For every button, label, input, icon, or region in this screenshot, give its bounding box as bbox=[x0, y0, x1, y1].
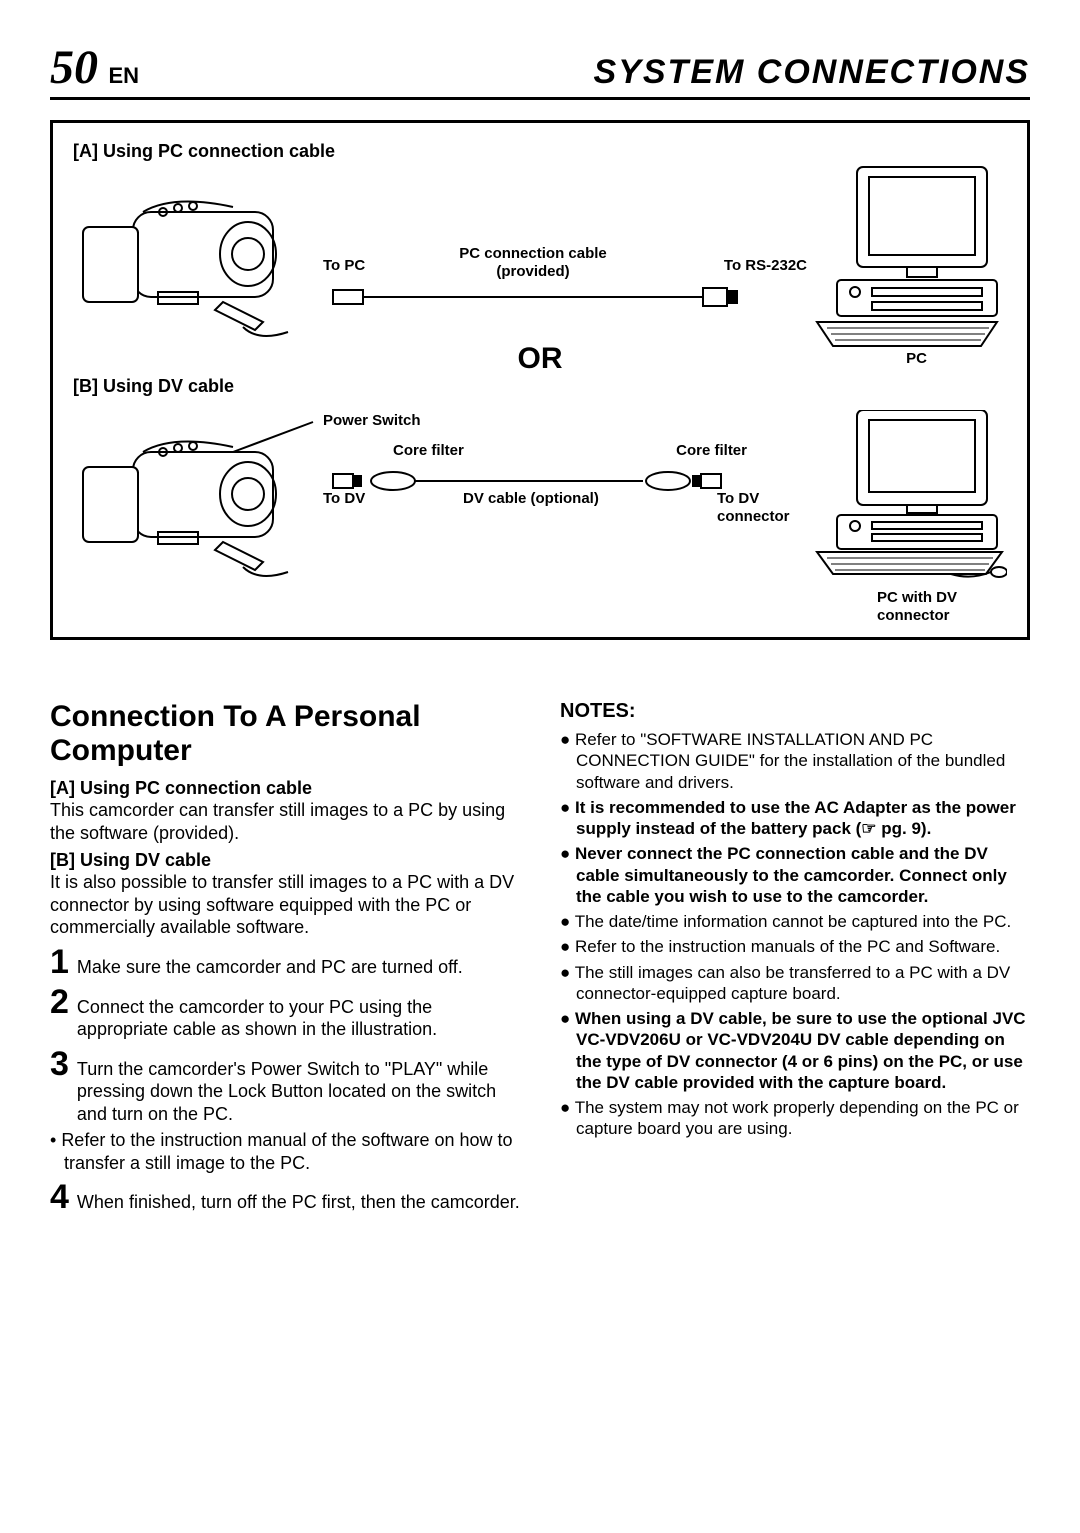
b-text: It is also possible to transfer still im… bbox=[50, 871, 520, 939]
main-title: Connection To A Personal Computer bbox=[50, 700, 520, 768]
step-3: 3 Turn the camcorder's Power Switch to "… bbox=[50, 1047, 520, 1126]
cable-area-a: To PC PC connection cable (provided) To … bbox=[323, 197, 807, 317]
a-heading: [A] Using PC connection cable bbox=[50, 778, 520, 799]
b-heading: [B] Using DV cable bbox=[50, 850, 520, 871]
to-pc-label: To PC bbox=[323, 257, 365, 275]
step-text: Make sure the camcorder and PC are turne… bbox=[77, 956, 463, 979]
step-num: 3 bbox=[50, 1047, 69, 1081]
pc-icon bbox=[807, 162, 1007, 352]
note-item: It is recommended to use the AC Adapter … bbox=[560, 797, 1030, 840]
page-number: 50 bbox=[50, 41, 98, 94]
camcorder-icon bbox=[73, 172, 323, 342]
left-column: Connection To A Personal Computer [A] Us… bbox=[50, 700, 520, 1214]
note-item: Refer to the instruction manuals of the … bbox=[560, 936, 1030, 957]
section-title: SYSTEM CONNECTIONS bbox=[594, 53, 1030, 92]
cable-area-b: Power Switch Core filter Core filter To … bbox=[323, 412, 807, 582]
notes-title: NOTES: bbox=[560, 700, 1030, 723]
cable-a-icon bbox=[323, 282, 807, 312]
step-text: When finished, turn off the PC first, th… bbox=[77, 1191, 520, 1214]
notes-list: Refer to "SOFTWARE INSTALLATION AND PC C… bbox=[560, 729, 1030, 1140]
step-text: Connect the camcorder to your PC using t… bbox=[77, 996, 520, 1041]
right-column: NOTES: Refer to "SOFTWARE INSTALLATION A… bbox=[560, 700, 1030, 1214]
page-lang: EN bbox=[108, 63, 139, 88]
core-filter-2-label: Core filter bbox=[676, 442, 747, 460]
note-item: The date/time information cannot be capt… bbox=[560, 911, 1030, 932]
diagram-row-b: Power Switch Core filter Core filter To … bbox=[73, 407, 1007, 587]
step-text: Turn the camcorder's Power Switch to "PL… bbox=[77, 1058, 520, 1126]
note-item: Refer to "SOFTWARE INSTALLATION AND PC C… bbox=[560, 729, 1030, 793]
section-a-label: [A] Using PC connection cable bbox=[73, 141, 1007, 162]
step-2: 2 Connect the camcorder to your PC using… bbox=[50, 985, 520, 1041]
manual-page: 50 EN SYSTEM CONNECTIONS [A] Using PC co… bbox=[0, 0, 1080, 1533]
camcorder-icon bbox=[73, 412, 323, 582]
cable-b-icon bbox=[323, 466, 807, 496]
diagram-row-a: To PC PC connection cable (provided) To … bbox=[73, 172, 1007, 342]
step-num: 4 bbox=[50, 1180, 69, 1214]
note-item: The system may not work properly dependi… bbox=[560, 1097, 1030, 1140]
step-4: 4 When finished, turn off the PC first, … bbox=[50, 1180, 520, 1214]
or-label: OR bbox=[440, 342, 640, 376]
step-3-sub: Refer to the instruction manual of the s… bbox=[50, 1129, 520, 1174]
note-item: The still images can also be transferred… bbox=[560, 962, 1030, 1005]
a-text: This camcorder can transfer still images… bbox=[50, 799, 520, 844]
pc-label: PC bbox=[906, 350, 1007, 367]
content-columns: Connection To A Personal Computer [A] Us… bbox=[50, 700, 1030, 1214]
to-rs232c-label: To RS-232C bbox=[724, 257, 807, 275]
page-header: 50 EN SYSTEM CONNECTIONS bbox=[50, 40, 1030, 100]
power-switch-label: Power Switch bbox=[323, 412, 421, 430]
note-item: When using a DV cable, be sure to use th… bbox=[560, 1008, 1030, 1093]
pc-dv-block bbox=[807, 410, 1007, 585]
pc-with-dv-label: PC with DV connector bbox=[877, 589, 997, 625]
step-num: 2 bbox=[50, 985, 69, 1019]
step-1: 1 Make sure the camcorder and PC are tur… bbox=[50, 945, 520, 979]
pc-dv-icon bbox=[807, 410, 1007, 580]
page-number-block: 50 EN bbox=[50, 40, 139, 95]
connection-diagram: [A] Using PC connection cable bbox=[50, 120, 1030, 640]
core-filter-1-label: Core filter bbox=[393, 442, 464, 460]
pc-cable-label: PC connection cable (provided) bbox=[443, 245, 623, 281]
step-num: 1 bbox=[50, 945, 69, 979]
section-b-label: [B] Using DV cable bbox=[73, 376, 1007, 397]
note-item: Never connect the PC connection cable an… bbox=[560, 843, 1030, 907]
